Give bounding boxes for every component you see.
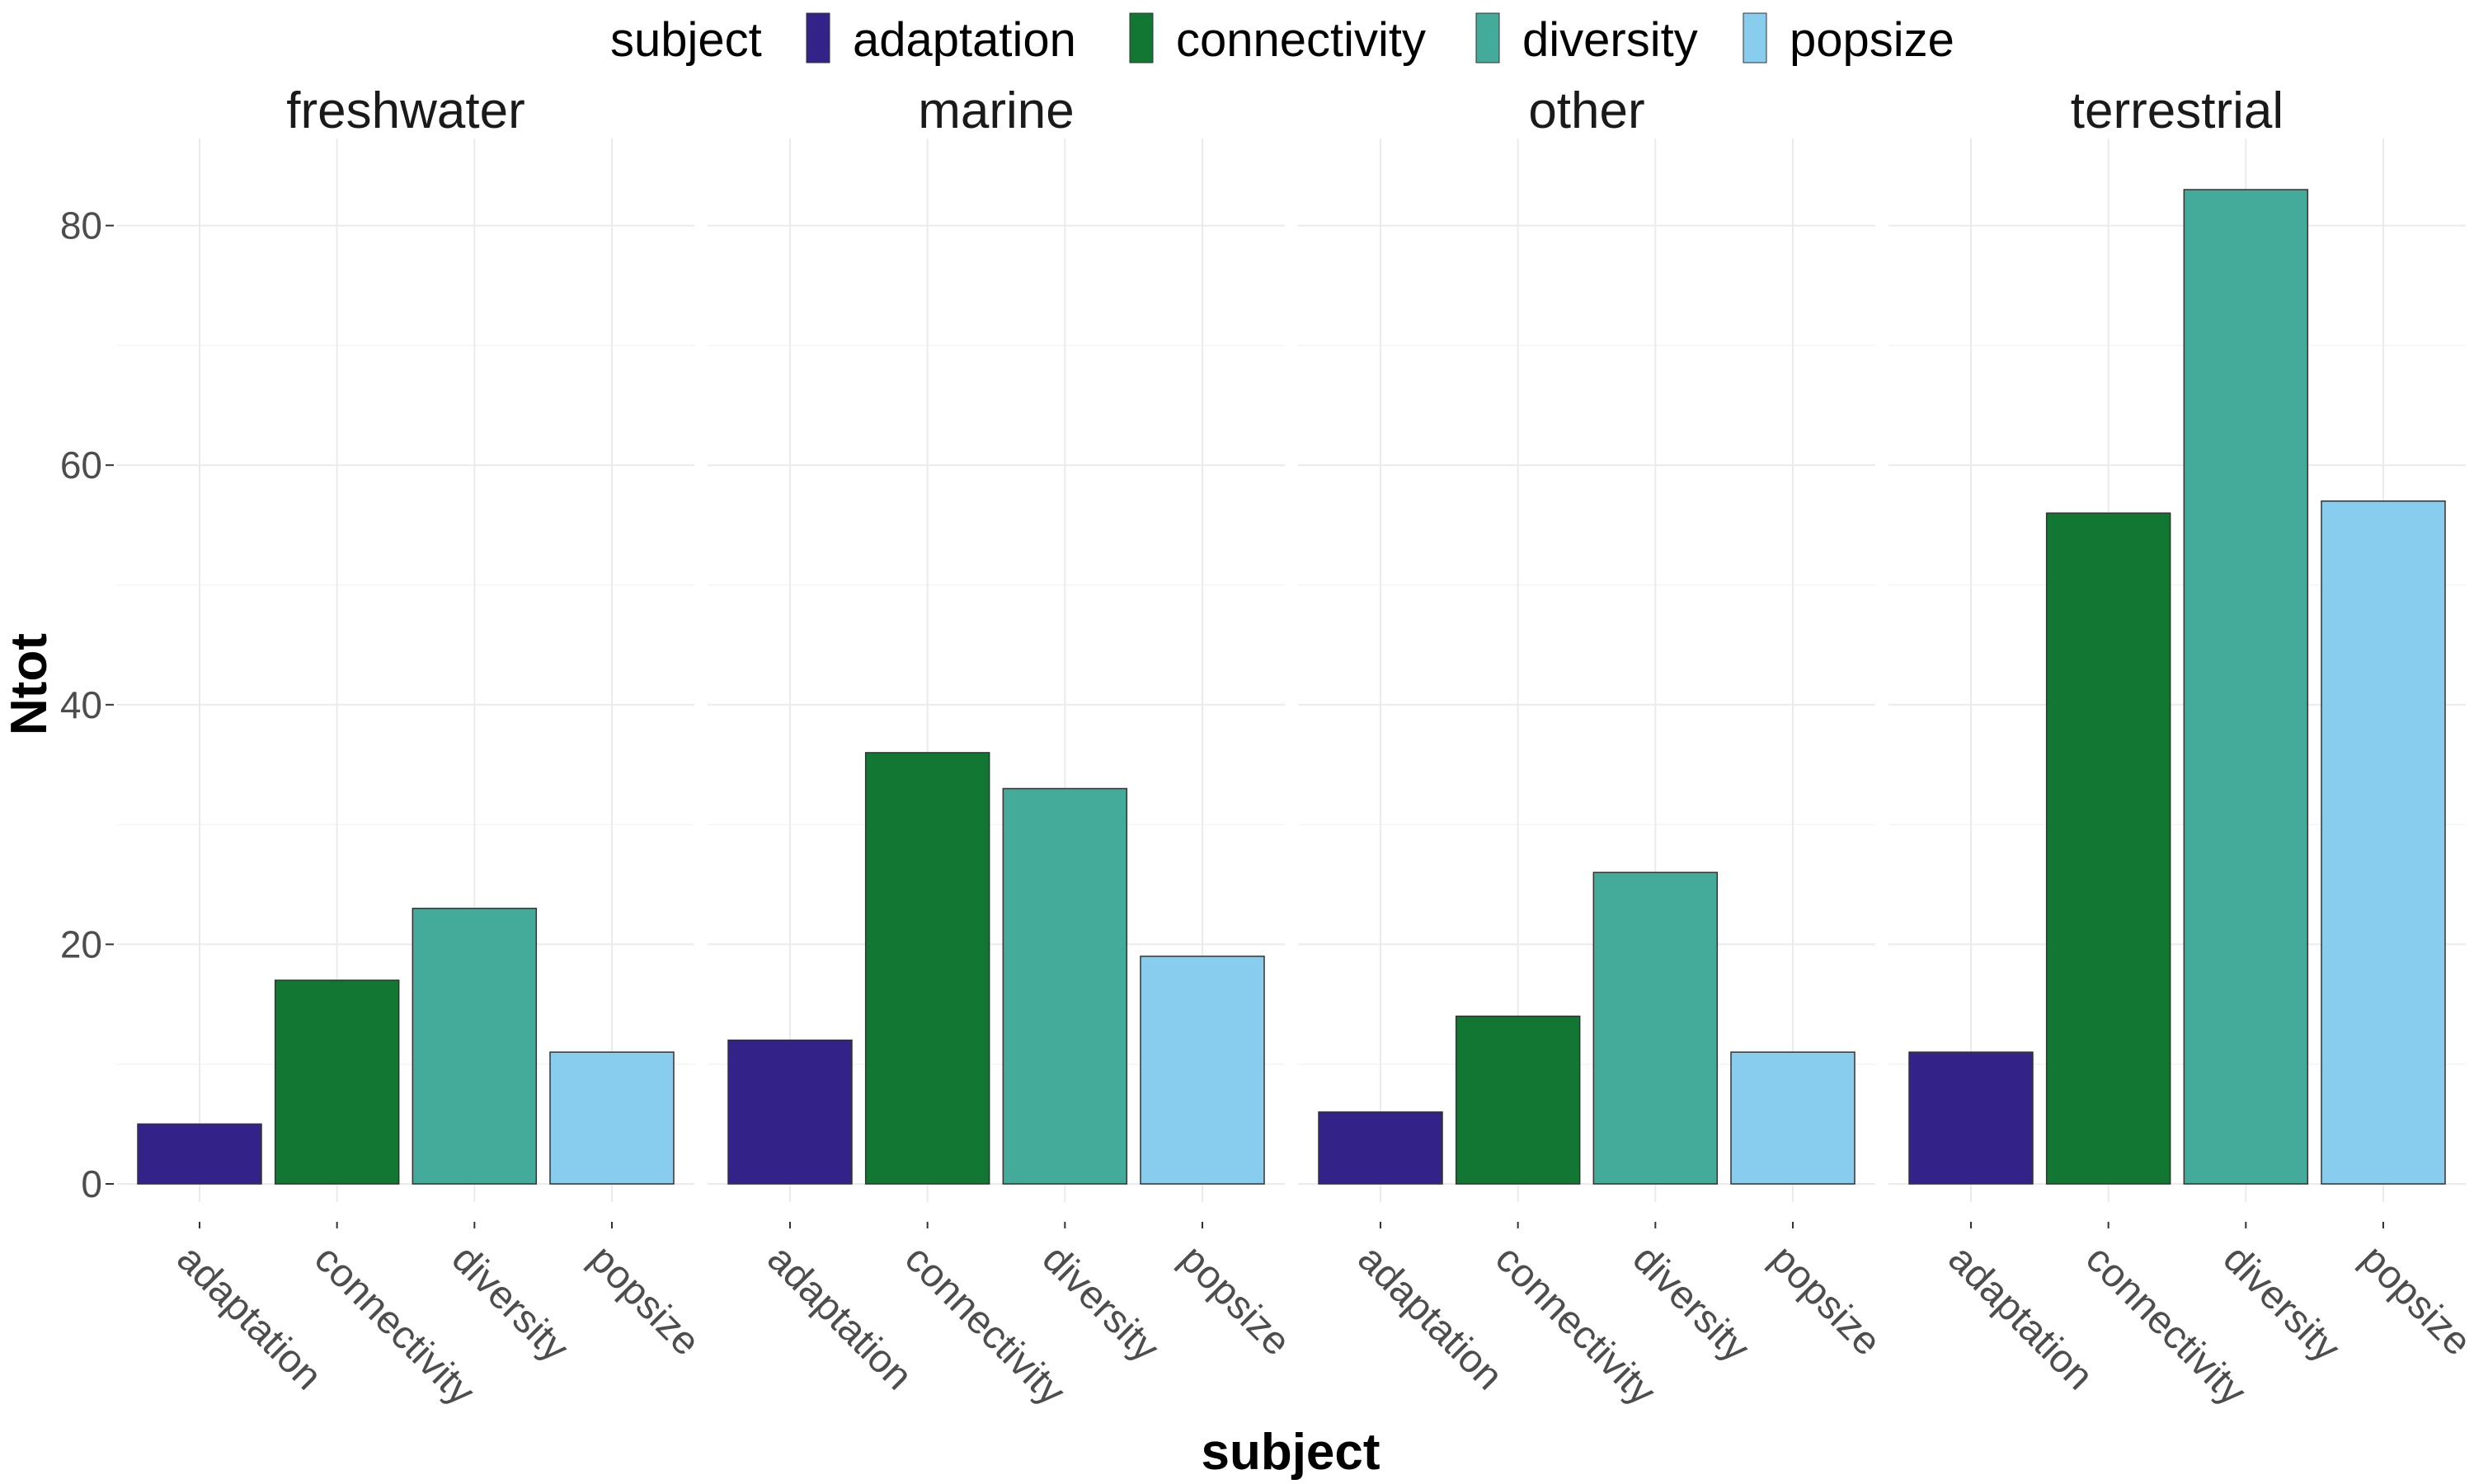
legend-key-adaptation: [806, 12, 830, 63]
legend-label-popsize: popsize: [1790, 13, 1954, 67]
bar-marine-connectivity: [864, 752, 990, 1185]
bar-terrestrial-diversity: [2183, 189, 2309, 1185]
bar-freshwater-diversity: [412, 908, 538, 1185]
legend: subject adaptation connectivity diversity p…: [610, 12, 1954, 67]
x-tick-label: adaptation: [168, 1237, 330, 1398]
legend-key-connectivity: [1129, 12, 1154, 63]
y-tick-label: 0: [81, 1162, 102, 1205]
x-tick-label: diversity: [2215, 1237, 2349, 1370]
x-tick-label: diversity: [1625, 1237, 1758, 1370]
y-tick-label: 60: [60, 444, 102, 486]
bar-marine-popsize: [1140, 956, 1265, 1185]
facet-title-marine: marine: [918, 82, 1075, 139]
legend-label-diversity: diversity: [1522, 13, 1698, 67]
facet-title-other: other: [1528, 82, 1644, 139]
x-axis-title: subject: [1201, 1424, 1380, 1481]
bar-terrestrial-adaptation: [1908, 1051, 2034, 1185]
legend-key-diversity: [1475, 12, 1500, 63]
bar-freshwater-connectivity: [274, 979, 400, 1185]
x-tick-label: popsize: [1761, 1237, 1888, 1364]
y-axis-title: Ntot: [1, 633, 58, 735]
bar-marine-adaptation: [727, 1039, 853, 1185]
y-tick-label: 20: [60, 923, 102, 965]
legend-key-popsize: [1743, 12, 1767, 63]
y-tick-label: 80: [60, 204, 102, 247]
x-tick-label: adaptation: [759, 1237, 920, 1398]
bar-other-adaptation: [1318, 1111, 1443, 1185]
x-tick-label: popsize: [2352, 1237, 2474, 1364]
bar-marine-diversity: [1002, 787, 1128, 1185]
legend-title: subject: [610, 13, 762, 67]
y-tick-label: 40: [60, 683, 102, 726]
x-tick-label: adaptation: [1349, 1237, 1511, 1398]
bar-freshwater-popsize: [549, 1051, 675, 1185]
bar-other-popsize: [1730, 1051, 1856, 1185]
bar-terrestrial-connectivity: [2045, 512, 2171, 1185]
legend-label-adaptation: adaptation: [853, 13, 1076, 67]
x-tick-label: adaptation: [1940, 1237, 2101, 1398]
bar-layer: [137, 189, 2446, 1185]
facet-title-freshwater: freshwater: [286, 82, 524, 139]
x-tick-label: popsize: [581, 1237, 708, 1364]
x-tick-label: popsize: [1171, 1237, 1298, 1364]
legend-label-connectivity: connectivity: [1176, 13, 1426, 67]
bar-other-connectivity: [1455, 1015, 1581, 1185]
bar-other-diversity: [1592, 871, 1719, 1185]
x-tick-label: diversity: [444, 1237, 577, 1370]
x-tick-label: diversity: [1034, 1237, 1168, 1370]
bar-freshwater-adaptation: [137, 1123, 262, 1185]
facet-title-terrestrial: terrestrial: [2071, 82, 2284, 139]
bar-terrestrial-popsize: [2321, 500, 2446, 1185]
